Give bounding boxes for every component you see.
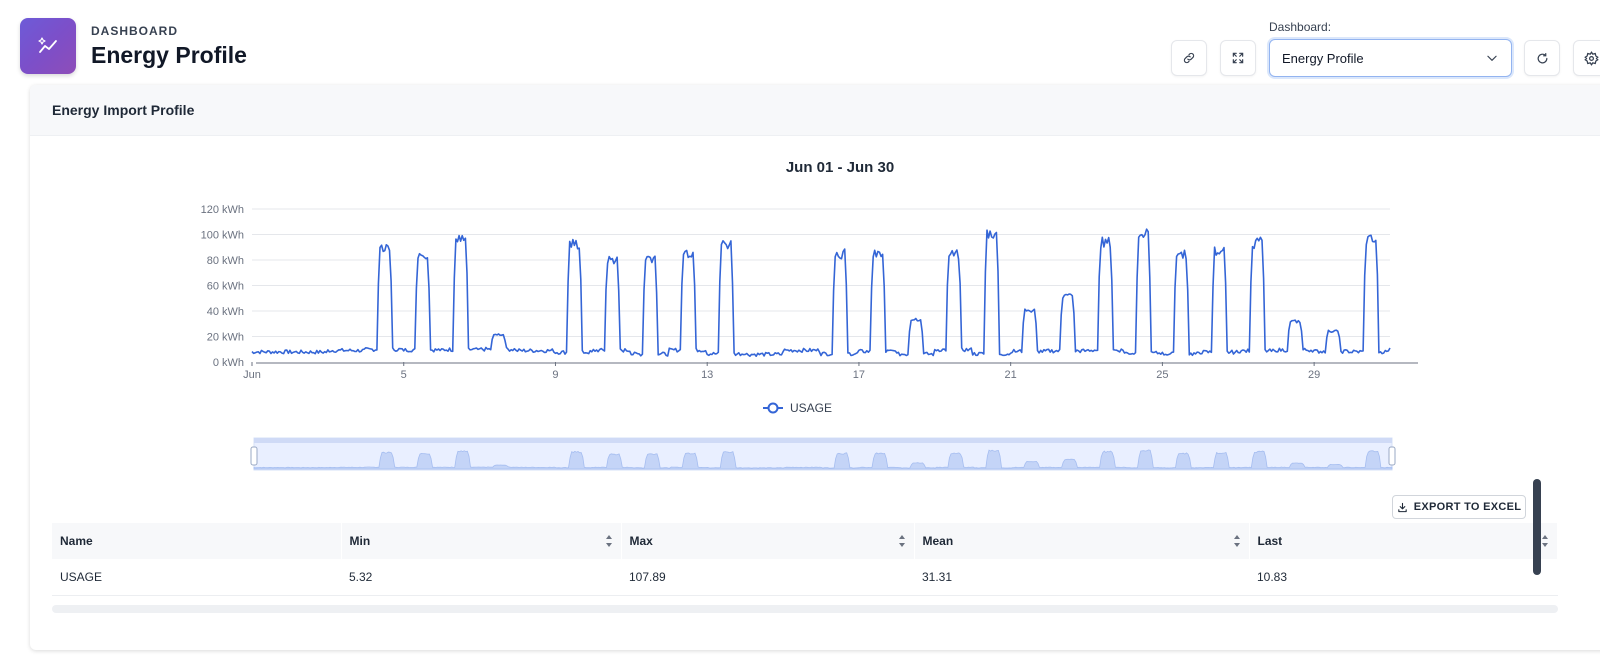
legend-marker-icon — [767, 402, 779, 414]
page-title: Energy Profile — [91, 42, 247, 68]
grid-lines — [252, 208, 1390, 337]
y-tick-label: 80 kWh — [207, 255, 244, 267]
range-slider[interactable] — [250, 437, 1396, 471]
y-tick-label: 0 kWh — [213, 357, 244, 369]
cell-name: USAGE — [52, 559, 341, 596]
app-logo — [20, 18, 76, 74]
y-tick-label: 20 kWh — [207, 332, 244, 344]
vertical-scrollbar[interactable] — [1533, 479, 1541, 575]
link-icon — [1183, 52, 1195, 64]
range-slider-track — [253, 437, 1393, 471]
sort-icon — [605, 535, 612, 547]
copy-link-button[interactable] — [1171, 40, 1207, 76]
x-tick-label: 21 — [1005, 369, 1017, 381]
legend-label-usage: USAGE — [790, 401, 832, 415]
column-header-min[interactable]: Min — [341, 523, 622, 559]
export-to-excel-button[interactable]: EXPORT TO EXCEL — [1392, 495, 1526, 519]
column-header-name: Name — [52, 523, 342, 559]
x-tick-label: 5 — [401, 369, 407, 381]
sort-icon — [1542, 535, 1548, 547]
x-tick-label: 9 — [552, 369, 558, 381]
fullscreen-button[interactable] — [1220, 40, 1256, 76]
sort-icon — [898, 535, 905, 547]
sort-icon — [1233, 535, 1240, 547]
dashboard-select-label: Dashboard: — [1269, 20, 1332, 34]
cell-min: 5.32 — [341, 559, 621, 596]
download-icon — [1397, 502, 1407, 512]
x-tick-label: 13 — [701, 369, 713, 381]
y-tick-label: 40 kWh — [207, 306, 244, 318]
table-row: USAGE 5.32 107.89 31.31 10.83 — [52, 559, 1558, 596]
x-tick-label: Jun — [243, 369, 261, 381]
column-header-max[interactable]: Max — [621, 523, 915, 559]
y-tick-label: 100 kWh — [201, 230, 244, 242]
refresh-button[interactable] — [1524, 40, 1560, 76]
range-slider-preview — [253, 449, 1393, 470]
sparkline-chart-icon — [38, 37, 57, 53]
chevron-down-icon — [1487, 55, 1497, 61]
cell-last: 10.83 — [1249, 559, 1558, 596]
y-tick-label: 120 kWh — [201, 204, 244, 216]
range-slider-right-handle[interactable] — [1388, 446, 1396, 466]
range-slider-top-bar — [254, 438, 1392, 443]
settings-icon — [1583, 50, 1599, 66]
table-header-row: Name Min Max Mean Last — [52, 523, 1558, 559]
x-axis-ticks: Jun 5 9 13 17 21 25 29 — [243, 362, 1320, 381]
breadcrumb: DASHBOARD — [91, 24, 178, 38]
y-axis-ticks: 0 kWh 20 kWh 40 kWh 60 kWh 80 kWh 100 kWh 120 … — [201, 204, 244, 369]
export-to-excel-label: EXPORT TO EXCEL — [1413, 501, 1522, 513]
chart-title: Jun 01 - Jun 30 — [785, 159, 895, 176]
x-tick-label: 25 — [1156, 369, 1168, 381]
card-title: Energy Import Profile — [30, 85, 1600, 136]
cell-mean: 31.31 — [914, 559, 1249, 596]
refresh-icon — [1537, 52, 1547, 63]
settings-button[interactable] — [1573, 40, 1600, 76]
page-header: DASHBOARD Energy Profile Dashboard: Ener… — [0, 0, 1600, 84]
stats-table: Name Min Max Mean Last USAGE 5.32 107.89… — [52, 523, 1558, 596]
dashboard-select-value: Energy Profile — [1282, 50, 1364, 66]
series-line-usage — [251, 228, 1391, 357]
dashboard-select[interactable]: Energy Profile — [1269, 39, 1512, 77]
horizontal-scrollbar[interactable] — [52, 605, 1558, 613]
x-tick-label: 17 — [853, 369, 865, 381]
column-header-mean[interactable]: Mean — [914, 523, 1250, 559]
y-tick-label: 60 kWh — [207, 281, 244, 293]
range-slider-left-handle[interactable] — [250, 446, 258, 466]
x-tick-label: 29 — [1308, 369, 1320, 381]
cell-max: 107.89 — [621, 559, 914, 596]
chart-legend[interactable]: USAGE — [763, 401, 832, 415]
column-header-last[interactable]: Last — [1249, 523, 1558, 559]
usage-line-chart: 0 kWh 20 kWh 40 kWh 60 kWh 80 kWh 100 kWh 120 … — [201, 204, 1418, 471]
fullscreen-icon — [1232, 52, 1244, 64]
chart-card: Energy Import Profile Jun 01 - Jun 30 0 … — [30, 85, 1600, 650]
